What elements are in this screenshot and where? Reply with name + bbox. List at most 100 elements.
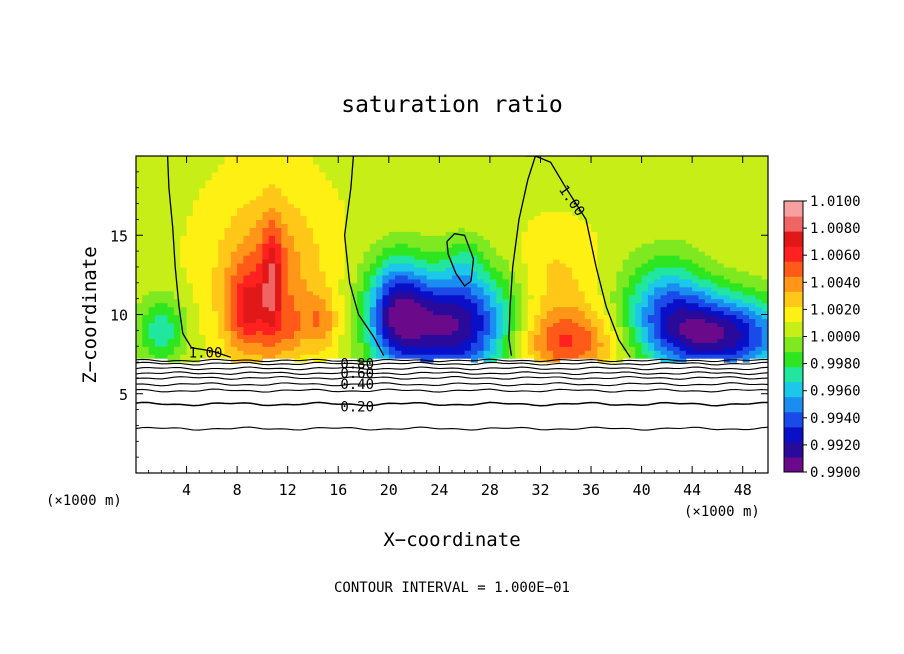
field-cell xyxy=(294,195,301,201)
field-cell xyxy=(717,262,725,268)
field-cell xyxy=(597,350,605,355)
field-cell xyxy=(698,354,706,359)
field-cell xyxy=(294,255,301,260)
field-cell xyxy=(230,310,238,316)
field-cell xyxy=(496,243,504,248)
field-cell xyxy=(357,247,365,252)
field-cell xyxy=(736,156,744,161)
field-cell xyxy=(344,290,352,296)
field-cell xyxy=(515,203,523,209)
field-cell xyxy=(458,163,466,169)
field-cell xyxy=(704,199,712,205)
field-cell xyxy=(211,354,219,359)
field-cell xyxy=(363,286,371,292)
field-cell xyxy=(230,207,238,213)
field-cell xyxy=(136,338,143,343)
field-cell xyxy=(622,175,630,181)
field-cell xyxy=(742,318,750,324)
field-cell xyxy=(660,310,668,316)
field-cell xyxy=(470,219,478,224)
field-cell xyxy=(515,294,523,300)
field-cell xyxy=(167,334,175,339)
field-cell xyxy=(312,167,320,173)
field-cell xyxy=(148,163,156,169)
field-cell xyxy=(161,215,169,220)
field-cell xyxy=(704,322,712,327)
field-cell xyxy=(136,247,143,252)
field-cell xyxy=(199,318,207,324)
field-cell xyxy=(136,302,143,308)
field-cell xyxy=(357,156,365,161)
field-cell xyxy=(515,354,523,359)
field-cell xyxy=(698,306,706,312)
field-cell xyxy=(534,330,542,335)
field-cell xyxy=(635,215,643,220)
field-cell xyxy=(685,195,693,201)
field-cell xyxy=(445,243,453,248)
field-cell xyxy=(559,286,567,292)
field-cell xyxy=(559,251,567,256)
field-cell xyxy=(635,195,643,201)
field-cell xyxy=(477,251,485,256)
field-cell xyxy=(433,350,440,355)
field-cell xyxy=(628,342,636,347)
field-cell xyxy=(167,350,175,355)
field-cell xyxy=(723,274,731,280)
field-cell xyxy=(508,255,516,260)
field-cell xyxy=(350,259,358,264)
field-cell xyxy=(180,326,188,331)
field-cell xyxy=(300,207,308,213)
field-cell xyxy=(527,338,535,343)
field-cell xyxy=(312,239,320,244)
field-cell xyxy=(401,338,409,343)
field-cell xyxy=(534,175,542,181)
field-cell xyxy=(692,215,700,220)
field-cell xyxy=(641,266,649,272)
field-cell xyxy=(180,290,188,296)
field-cell xyxy=(597,187,605,193)
field-cell xyxy=(173,199,181,205)
field-cell xyxy=(534,259,542,264)
field-cell xyxy=(173,231,181,236)
field-cell xyxy=(414,282,421,288)
field-cell xyxy=(325,219,333,224)
field-cell xyxy=(173,163,181,169)
field-cell xyxy=(306,330,314,335)
field-cell xyxy=(502,318,510,324)
field-cell xyxy=(376,163,384,169)
field-cell xyxy=(489,239,497,244)
field-cell xyxy=(388,243,396,248)
field-cell xyxy=(654,326,662,331)
field-cell xyxy=(319,278,327,284)
field-cell xyxy=(616,310,624,316)
field-cell xyxy=(281,191,289,197)
field-cell xyxy=(300,354,308,359)
field-cell xyxy=(458,322,466,327)
field-cell xyxy=(477,235,485,240)
field-cell xyxy=(331,215,339,220)
field-cell xyxy=(218,247,226,252)
field-cell xyxy=(610,314,617,320)
field-cell xyxy=(148,274,156,280)
field-cell xyxy=(540,251,548,256)
field-cell xyxy=(363,243,371,248)
field-cell xyxy=(692,199,700,205)
field-cell xyxy=(275,326,282,331)
field-cell xyxy=(331,310,339,316)
field-cell xyxy=(395,239,403,244)
field-cell xyxy=(363,259,371,264)
field-cell xyxy=(622,290,630,296)
field-cell xyxy=(666,294,674,300)
field-cell xyxy=(388,346,396,351)
field-cell xyxy=(382,354,390,359)
field-cell xyxy=(319,346,327,351)
field-cell xyxy=(186,251,194,256)
field-cell xyxy=(742,239,750,244)
field-cell xyxy=(325,247,333,252)
field-cell xyxy=(483,358,491,363)
field-cell xyxy=(338,207,346,213)
field-cell xyxy=(736,191,744,197)
field-cell xyxy=(142,207,150,213)
field-cell xyxy=(635,163,643,169)
field-cell xyxy=(363,330,371,335)
